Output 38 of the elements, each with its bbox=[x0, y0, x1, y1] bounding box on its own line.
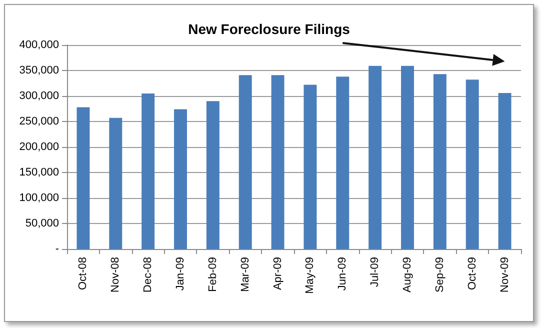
bar bbox=[368, 66, 382, 249]
bar bbox=[336, 76, 350, 249]
bar bbox=[76, 107, 90, 249]
y-tick-label: 50,000 bbox=[25, 218, 59, 230]
bar bbox=[271, 75, 284, 249]
y-tick-label: 300,000 bbox=[19, 90, 59, 102]
bar bbox=[401, 66, 414, 249]
x-tick-label: Sep-09 bbox=[434, 257, 446, 292]
bar bbox=[433, 74, 446, 249]
chart-title: New Foreclosure Filings bbox=[188, 21, 350, 37]
bar bbox=[142, 93, 155, 249]
y-tick-label: 200,000 bbox=[19, 141, 59, 153]
x-tick-label: Oct-09 bbox=[466, 257, 478, 290]
x-tick-label: Aug-09 bbox=[402, 257, 414, 292]
x-tick-label: May-09 bbox=[304, 257, 316, 294]
x-tick-label: Feb-09 bbox=[206, 257, 219, 292]
x-tick-label: Nov-09 bbox=[498, 257, 511, 292]
x-tick-label: Jul-09 bbox=[369, 257, 382, 287]
bar bbox=[304, 84, 317, 249]
bar bbox=[466, 80, 479, 249]
x-tick-label: Jan-09 bbox=[174, 257, 186, 291]
bar bbox=[174, 109, 187, 249]
y-tick-label: 350,000 bbox=[19, 64, 59, 76]
x-tick-label: Apr-09 bbox=[272, 257, 284, 290]
x-tick-label: Jun-09 bbox=[336, 257, 349, 291]
y-tick-label: 250,000 bbox=[19, 116, 59, 128]
bar bbox=[206, 101, 220, 249]
x-tick-label: Mar-09 bbox=[239, 257, 252, 292]
y-tick-label: - bbox=[55, 243, 60, 255]
y-tick-label: 400,000 bbox=[19, 39, 59, 51]
y-tick-label: 100,000 bbox=[19, 192, 59, 204]
bar bbox=[498, 92, 512, 249]
bar bbox=[109, 118, 122, 249]
x-tick-label: Oct-08 bbox=[77, 257, 90, 290]
x-tick-label: Nov-08 bbox=[110, 257, 122, 292]
bar bbox=[238, 75, 252, 249]
y-tick-label: 150,000 bbox=[19, 166, 59, 178]
x-tick-label: Dec-08 bbox=[142, 257, 154, 292]
